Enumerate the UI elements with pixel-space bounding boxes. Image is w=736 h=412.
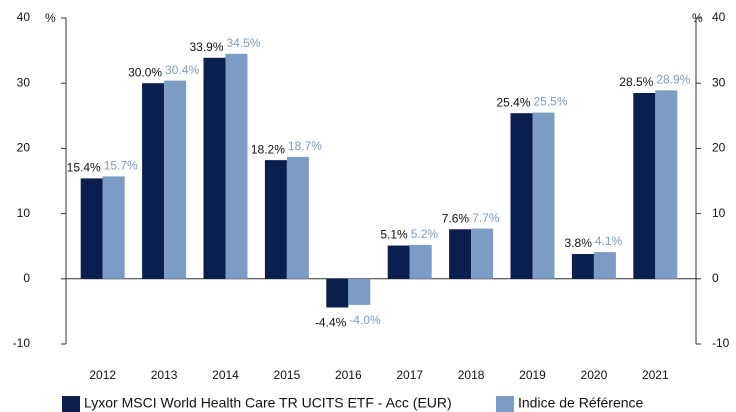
bar	[449, 229, 472, 279]
x-tick-label: 2020	[581, 368, 608, 382]
y2-tick-label: 30	[712, 75, 726, 89]
legend-label: Indice de Référence	[518, 395, 644, 411]
legend-swatch	[496, 396, 514, 412]
x-tick-label: 2013	[151, 368, 178, 382]
legend-swatch	[62, 396, 80, 412]
bar	[510, 113, 533, 279]
bar	[225, 53, 248, 279]
value-label: 30.0%	[128, 65, 162, 79]
bar	[264, 160, 287, 279]
bar	[203, 57, 226, 279]
y2-tick-label: -10	[712, 336, 730, 350]
x-tick-label: 2017	[396, 368, 423, 382]
bar	[326, 278, 349, 308]
y-tick-label: 20	[17, 141, 31, 155]
y-tick-label: 10	[17, 206, 31, 220]
bar	[593, 252, 616, 279]
value-label: 18.7%	[288, 139, 322, 153]
value-label: 34.5%	[227, 36, 261, 50]
x-tick-label: 2016	[335, 368, 362, 382]
bar	[286, 156, 309, 279]
y-tick-label: 40	[17, 10, 31, 24]
y2-tick-label: 0	[712, 271, 719, 285]
value-label: 28.9%	[656, 73, 690, 87]
value-label: 33.9%	[189, 40, 223, 54]
value-label: 4.1%	[595, 234, 623, 248]
bar	[348, 278, 371, 305]
bar	[102, 176, 125, 279]
value-label: -4.4%	[315, 316, 347, 330]
value-label: 7.7%	[472, 211, 500, 225]
bar	[387, 245, 410, 279]
x-tick-label: 2018	[458, 368, 485, 382]
y-tick-label: -10	[13, 336, 31, 350]
value-label: 28.5%	[619, 75, 653, 89]
x-tick-label: 2019	[519, 368, 546, 382]
y2-tick-label: 10	[712, 206, 726, 220]
x-tick-label: 2012	[89, 368, 116, 382]
bar	[80, 178, 103, 279]
value-label: 15.4%	[67, 161, 101, 175]
bar	[571, 254, 594, 279]
bar	[655, 90, 678, 279]
bar	[633, 92, 656, 279]
value-label: 18.2%	[251, 142, 285, 156]
y-axis-unit: %	[45, 11, 56, 25]
value-label: 25.5%	[534, 95, 568, 109]
bar	[471, 228, 494, 279]
x-tick-label: 2015	[274, 368, 301, 382]
value-label: 25.4%	[496, 95, 530, 109]
x-tick-label: 2021	[642, 368, 669, 382]
bar	[409, 244, 432, 279]
value-label: 5.1%	[380, 228, 408, 242]
y2-tick-label: 40	[712, 10, 726, 24]
value-label: 15.7%	[104, 159, 138, 173]
bar	[532, 112, 555, 279]
value-label: 5.2%	[411, 227, 439, 241]
bar	[142, 83, 165, 279]
y-tick-label: 30	[17, 75, 31, 89]
legend-label: Lyxor MSCI World Health Care TR UCITS ET…	[84, 395, 452, 411]
y-tick-label: 0	[23, 271, 30, 285]
y2-tick-label: 20	[712, 141, 726, 155]
bar	[164, 80, 187, 279]
value-label: 7.6%	[442, 211, 470, 225]
value-label: -4.0%	[349, 313, 381, 327]
value-label: 3.8%	[565, 236, 593, 250]
x-tick-label: 2014	[212, 368, 239, 382]
value-label: 30.4%	[165, 63, 199, 77]
